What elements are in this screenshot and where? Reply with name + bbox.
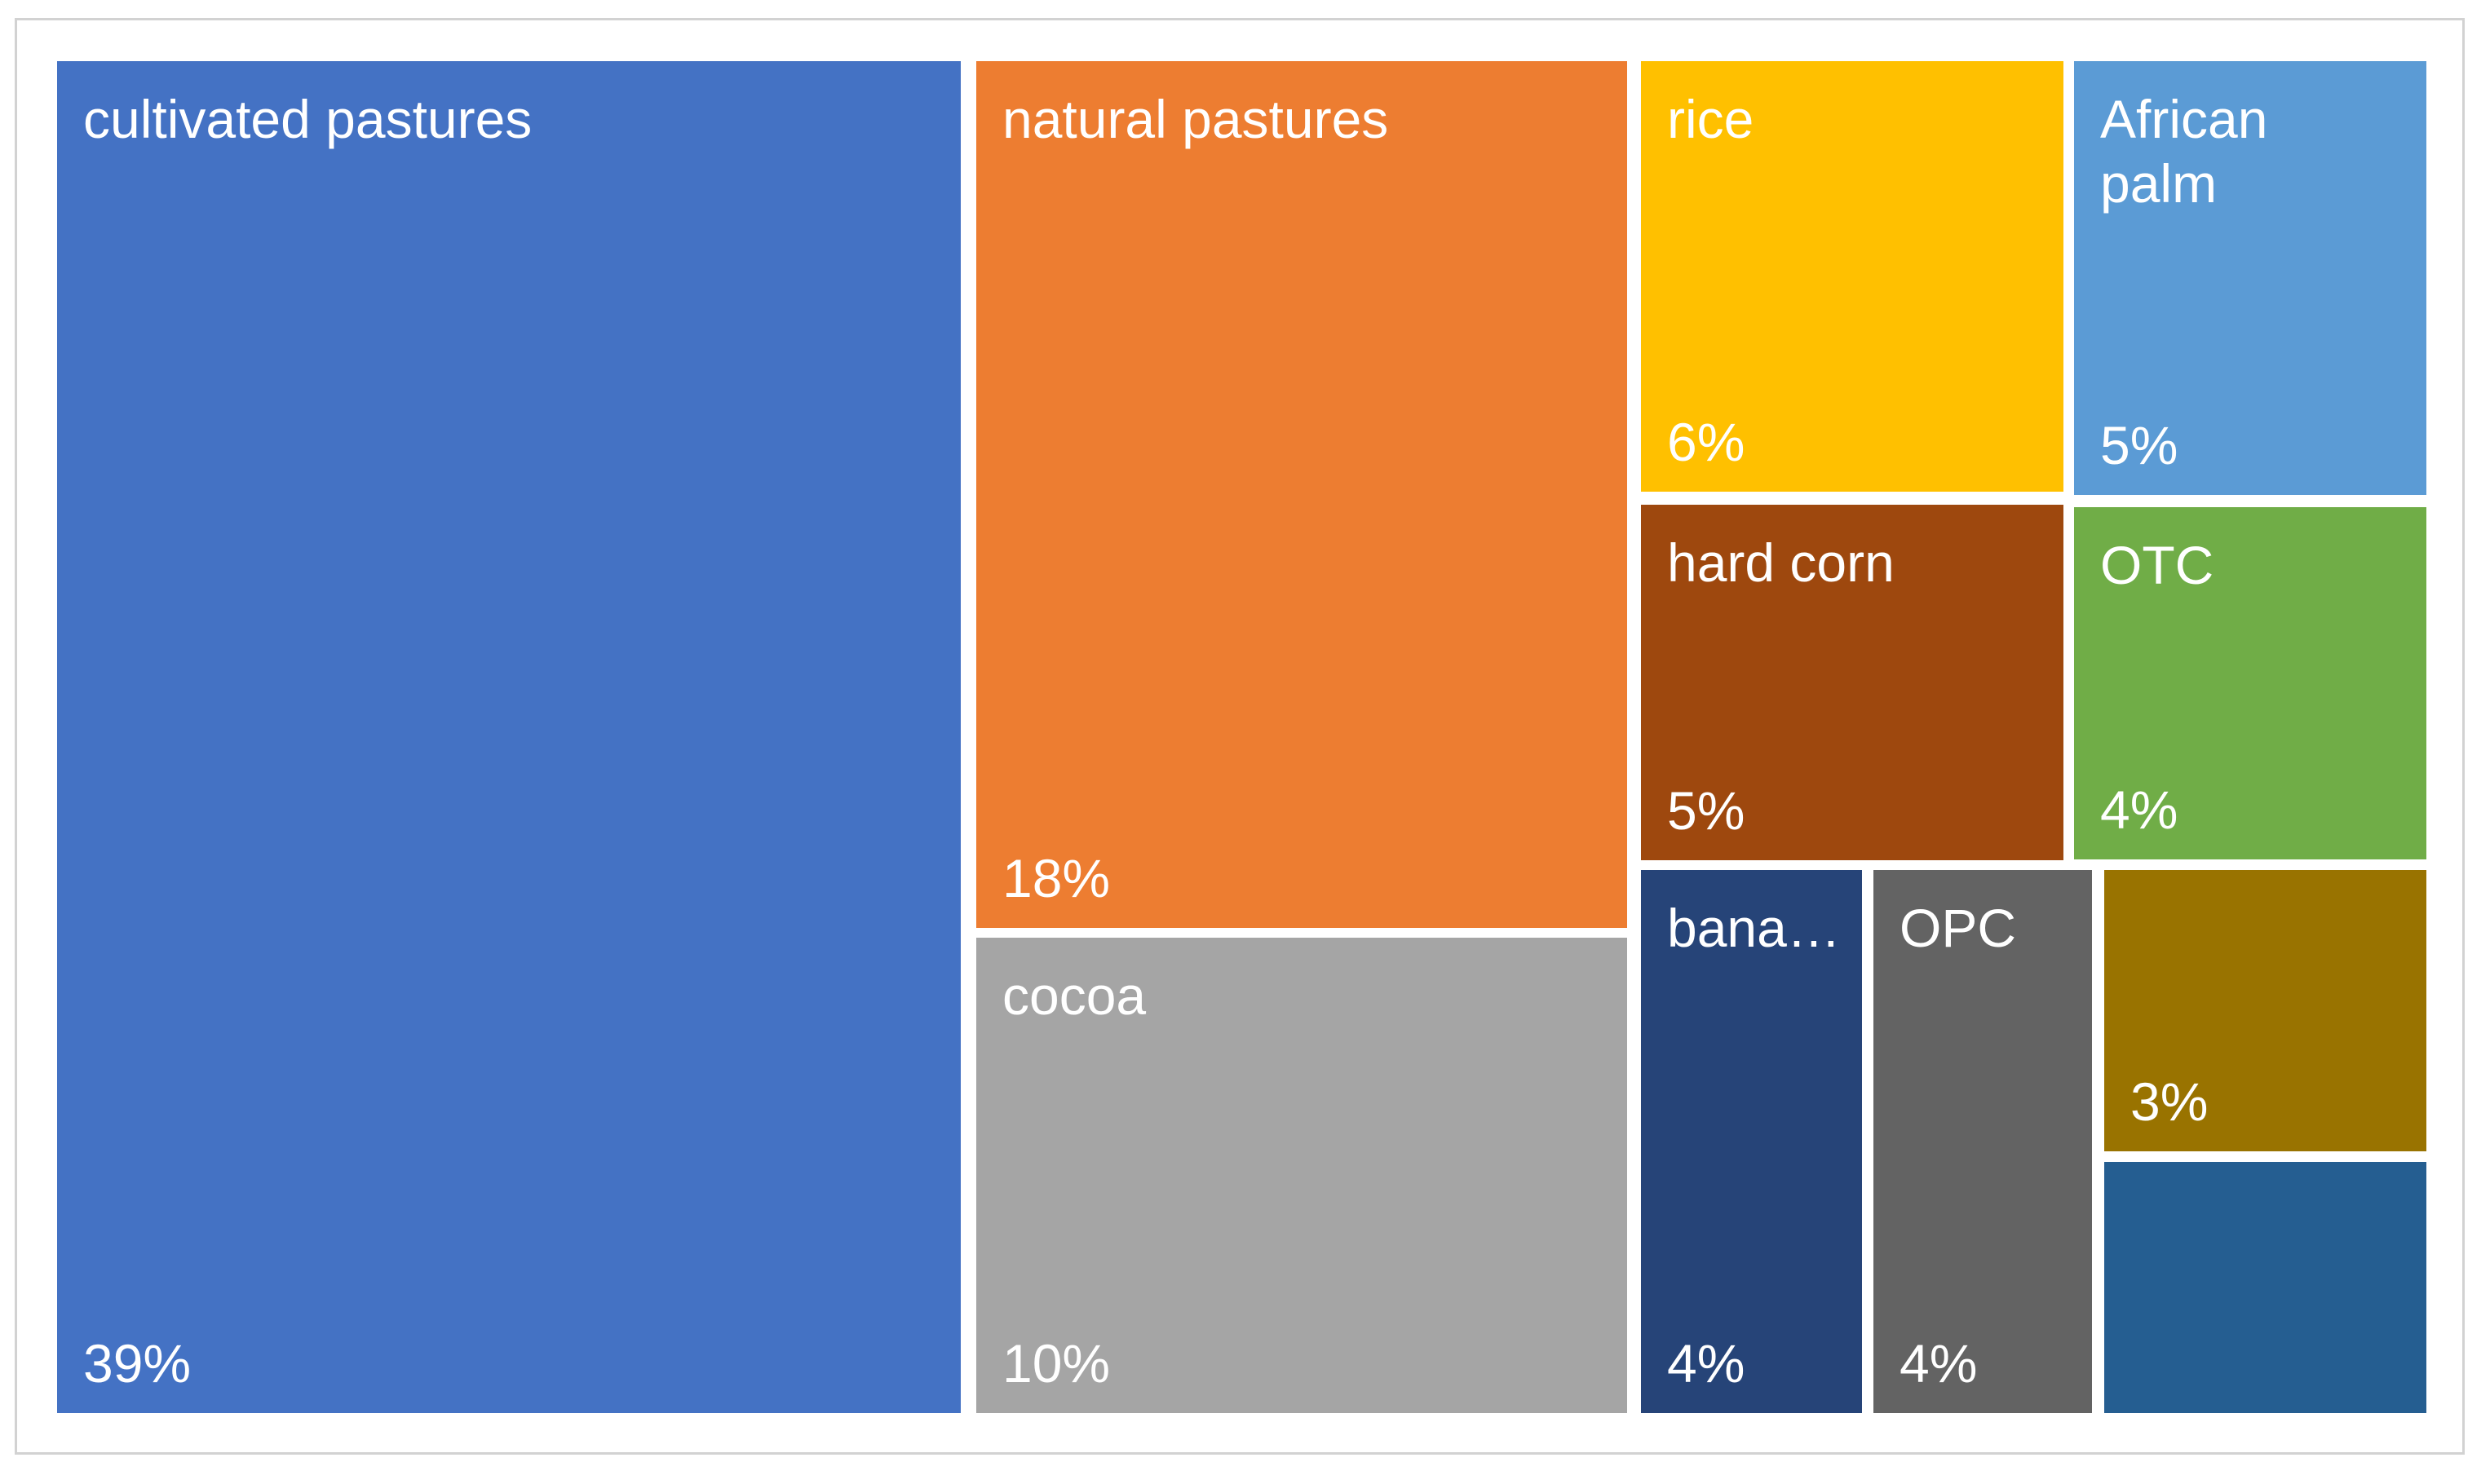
treemap-cell-rice[interactable]: rice 6% <box>1641 61 2063 492</box>
cell-percent: 4% <box>2100 780 2178 841</box>
treemap-cell-otc[interactable]: OTC 4% <box>2074 507 2426 859</box>
treemap-cell-cultivated-pastures[interactable]: cultivated pastures 39% <box>57 61 961 1413</box>
treemap-cell-hard-corn[interactable]: hard corn 5% <box>1641 505 2063 860</box>
cell-label: natural pastures <box>1002 89 1389 149</box>
cell-label: OPC <box>1900 898 2017 958</box>
cell-percent: 10% <box>1002 1333 1111 1394</box>
treemap-cell-opc[interactable]: OPC 4% <box>1873 870 2092 1413</box>
treemap-cell-unlabeled-blue[interactable] <box>2104 1162 2426 1413</box>
cell-label: hard corn <box>1667 532 1895 593</box>
cell-label: rice <box>1667 89 1754 149</box>
treemap-cell-natural-pastures[interactable]: natural pastures 18% <box>976 61 1627 928</box>
treemap-cell-cocoa[interactable]: cocoa 10% <box>976 938 1627 1413</box>
cell-label: African palm <box>2100 89 2268 214</box>
cell-percent: 6% <box>1667 412 1745 473</box>
cell-percent: 4% <box>1667 1333 1745 1394</box>
treemap-cell-banana[interactable]: bana… 4% <box>1641 870 1862 1413</box>
cell-percent: 4% <box>1900 1333 1978 1394</box>
cell-label: bana… <box>1667 898 1841 958</box>
cell-label: cocoa <box>1002 965 1147 1026</box>
treemap-cell-unlabeled-gold[interactable]: 3% <box>2104 870 2426 1151</box>
cell-percent: 5% <box>1667 780 1745 841</box>
treemap-cell-african-palm[interactable]: African palm 5% <box>2074 61 2426 495</box>
cell-percent: 39% <box>83 1333 192 1394</box>
cell-percent: 5% <box>2100 415 2178 476</box>
cell-label: cultivated pastures <box>83 89 533 149</box>
cell-percent: 3% <box>2130 1071 2209 1133</box>
cell-percent: 18% <box>1002 848 1111 909</box>
cell-label: OTC <box>2100 535 2214 595</box>
